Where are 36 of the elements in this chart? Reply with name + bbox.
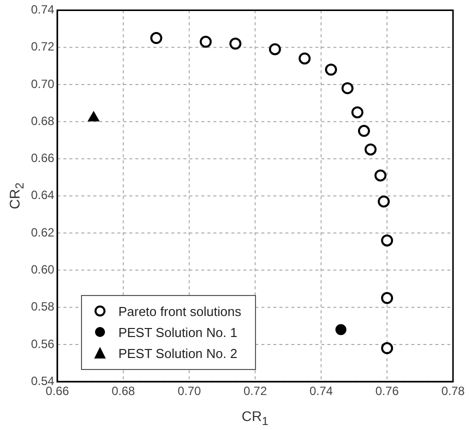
y-tick-label: 0.66	[30, 151, 55, 166]
point	[341, 82, 354, 94]
x-tick-label: 0.70	[178, 384, 202, 398]
x-tick-label: 0.78	[441, 384, 465, 398]
point	[351, 106, 364, 118]
point	[381, 342, 394, 354]
x-tick-label: 0.74	[309, 384, 334, 398]
point	[378, 195, 390, 208]
y-tick-label: 0.72	[30, 40, 55, 54]
point	[381, 234, 394, 246]
legend-label: PEST Solution No. 2	[118, 346, 238, 361]
point	[150, 32, 162, 44]
y-tick-label: 0.58	[30, 300, 55, 314]
x-axis-title: CR$_{1}$	[242, 408, 268, 428]
y-tick-label: 0.64	[30, 188, 55, 202]
x-tick-label: 0.68	[112, 384, 136, 398]
point	[200, 36, 212, 48]
legend-label: Pareto front solutions	[118, 304, 242, 319]
x-tick-label: 0.76	[375, 384, 400, 398]
point	[358, 124, 370, 137]
x-tick-label: 0.72	[244, 384, 268, 398]
point	[268, 43, 281, 56]
point	[335, 324, 346, 336]
y-tick-label: 0.60	[30, 262, 55, 276]
y-tick-label: 0.68	[30, 114, 55, 128]
y-tick-label: 0.62	[30, 225, 55, 240]
y-tick-label: 0.74	[30, 2, 55, 17]
point	[374, 169, 386, 182]
point	[298, 52, 311, 64]
point	[325, 64, 338, 76]
y-tick-label: 0.70	[30, 76, 55, 91]
legend-label: PEST Solution No. 1	[118, 324, 238, 340]
point	[229, 38, 242, 50]
point	[364, 143, 377, 156]
y-tick-label: 0.56	[30, 336, 55, 351]
point	[381, 292, 394, 304]
